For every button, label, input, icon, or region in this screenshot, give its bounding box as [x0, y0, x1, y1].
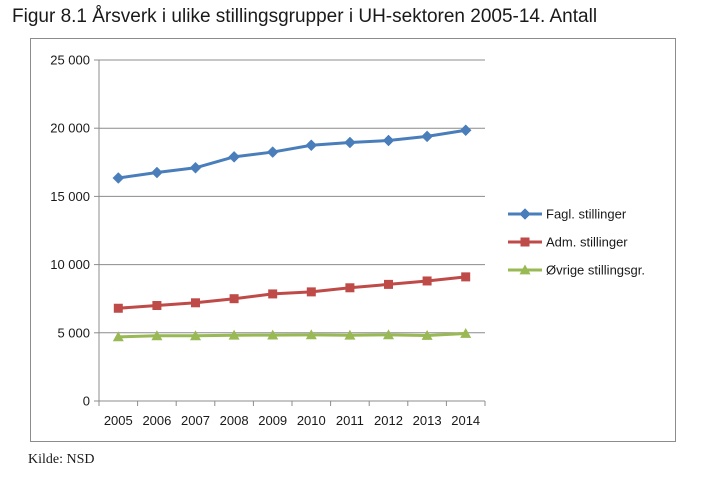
data-point [459, 124, 472, 137]
data-point [112, 172, 125, 184]
x-tick-label: 2007 [181, 413, 210, 428]
data-point [152, 301, 162, 311]
data-point [461, 272, 471, 282]
data-point [344, 329, 356, 340]
y-tick-label: 10 000 [50, 257, 90, 272]
y-tick-label: 25 000 [50, 53, 90, 68]
data-point [421, 330, 433, 340]
x-tick-label: 2006 [142, 413, 171, 428]
data-point [268, 289, 278, 299]
data-point [267, 329, 279, 340]
legend-swatch-marker [519, 264, 531, 275]
data-point [384, 279, 393, 289]
series-line [118, 275, 466, 310]
x-tick-label: 2012 [374, 413, 403, 428]
data-point [112, 331, 124, 342]
chart-frame [30, 38, 676, 442]
x-tick-label: 2013 [413, 413, 442, 428]
series-line [118, 128, 466, 180]
data-point [344, 136, 356, 149]
data-point [151, 330, 163, 341]
data-point [229, 294, 239, 304]
series-line [118, 331, 466, 339]
legend-label: Adm. stillinger [546, 235, 628, 250]
data-point [382, 134, 395, 147]
y-tick-label: 20 000 [50, 121, 90, 136]
y-tick-label: 5 000 [57, 325, 90, 340]
legend-swatch-marker [520, 237, 530, 247]
data-point [113, 303, 123, 313]
x-tick-label: 2008 [220, 413, 249, 428]
x-tick-label: 2014 [451, 413, 480, 428]
x-tick-label: 2011 [336, 413, 364, 428]
data-point [383, 329, 394, 340]
legend-swatch-marker [519, 208, 531, 220]
data-point [191, 298, 200, 308]
data-point [190, 330, 201, 341]
data-point [305, 329, 317, 340]
x-tick-label: 2009 [258, 413, 287, 428]
legend-label: Fagl. stillinger [546, 207, 627, 222]
chart-title: Figur 8.1 Årsverk i ulike stillingsgrupp… [12, 6, 598, 27]
x-tick-label: 2010 [297, 413, 326, 428]
data-point [421, 130, 433, 143]
legend-label: Øvrige stillingsgr. [546, 263, 645, 278]
x-tick-label: 2005 [104, 413, 133, 428]
data-point [422, 276, 432, 286]
data-point [306, 287, 316, 297]
y-tick-label: 15 000 [50, 189, 90, 204]
data-point [305, 139, 318, 152]
data-point [189, 161, 202, 174]
y-tick-label: 0 [83, 394, 90, 409]
data-point [345, 283, 355, 293]
source-note: Kilde: NSD [28, 452, 95, 467]
data-point [151, 166, 163, 179]
data-point [266, 146, 279, 158]
data-point [460, 327, 472, 338]
data-point [228, 150, 240, 163]
data-point [228, 329, 240, 340]
